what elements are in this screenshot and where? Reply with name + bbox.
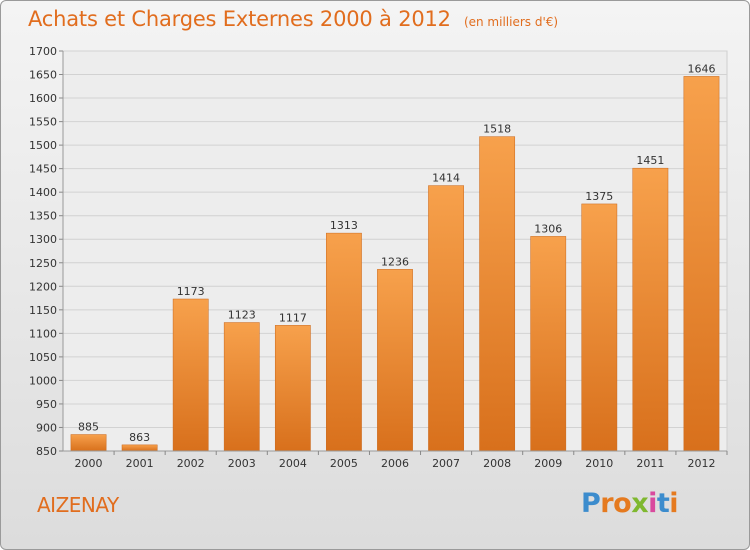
- logo-letter: t: [656, 488, 670, 519]
- bar-value-label: 1414: [432, 172, 460, 185]
- bar-value-label: 863: [129, 431, 150, 444]
- x-tick-label: 2008: [483, 457, 511, 470]
- x-tick-label: 2003: [228, 457, 256, 470]
- bar-value-label: 1173: [177, 285, 205, 298]
- y-tick-label: 850: [36, 445, 57, 458]
- bar-value-label: 1518: [483, 123, 511, 136]
- x-tick-label: 2006: [381, 457, 409, 470]
- x-axis: 2000 2001 2002 2003 2004 2005 2006 2007 2008 2009…: [63, 450, 728, 470]
- bar-value-label: 1123: [228, 309, 256, 322]
- x-tick-label: 2005: [330, 457, 358, 470]
- y-tick-label: 1450: [29, 163, 57, 176]
- y-tick-label: 1000: [29, 374, 57, 387]
- bar: [326, 232, 362, 452]
- bar: [581, 203, 618, 452]
- y-tick-label: 1600: [29, 92, 57, 105]
- x-tick-label: 2002: [177, 457, 205, 470]
- y-tick-label: 1650: [29, 69, 57, 82]
- x-tick-label: 2011: [636, 457, 664, 470]
- x-tick-label: 2001: [126, 457, 154, 470]
- y-tick-label: 1200: [29, 280, 57, 293]
- x-tick-label: 2007: [432, 457, 460, 470]
- y-tick-label: 1300: [29, 233, 57, 246]
- logo-letter: o: [613, 488, 632, 519]
- bar: [121, 444, 158, 452]
- bar: [428, 185, 464, 452]
- bar: [479, 136, 516, 452]
- logo-letter: r: [600, 488, 614, 519]
- y-tick-label: 1400: [29, 186, 57, 199]
- x-tick-label: 2004: [279, 457, 307, 470]
- x-tick-label: 2000: [75, 457, 103, 470]
- place-name: AIZENAY: [37, 493, 119, 517]
- bar: [172, 298, 209, 452]
- logo-letter: i: [648, 488, 657, 519]
- bar: [632, 167, 669, 452]
- y-tick-label: 1150: [29, 304, 57, 317]
- bars: 885 863 1173 1123 1117 1313 1236 1414 1518 1306 13…: [70, 62, 720, 452]
- bar-value-label: 1646: [687, 62, 715, 75]
- y-tick-label: 1350: [29, 210, 57, 223]
- bar: [683, 76, 720, 452]
- bar: [530, 236, 567, 452]
- logo-letter: i: [669, 488, 679, 519]
- x-tick-label: 2009: [534, 457, 562, 470]
- bar: [377, 269, 413, 452]
- logo-letter: x: [631, 488, 649, 519]
- y-tick-label: 1500: [29, 139, 57, 152]
- bar: [274, 325, 311, 452]
- y-tick-label: 950: [36, 398, 57, 411]
- y-tick-label: 1050: [29, 351, 57, 364]
- bar-value-label: 1117: [279, 311, 307, 324]
- y-tick-label: 1100: [29, 327, 57, 340]
- bar: [223, 322, 260, 452]
- chart-title-block: Achats et Charges Externes 2000 à 2012 (…: [28, 7, 558, 31]
- bar: [70, 434, 107, 452]
- proxiti-logo: Proxiti: [581, 488, 679, 519]
- y-tick-label: 1700: [29, 45, 57, 58]
- bar-value-label: 885: [78, 421, 99, 434]
- x-tick-label: 2010: [585, 457, 613, 470]
- y-tick-label: 1250: [29, 257, 57, 270]
- chart-title: Achats et Charges Externes 2000 à 2012: [28, 7, 451, 31]
- y-tick-label: 900: [36, 421, 57, 434]
- logo-letter: P: [581, 488, 601, 519]
- bar-value-label: 1375: [585, 190, 613, 203]
- bar-value-label: 1236: [381, 255, 409, 268]
- bar-value-label: 1306: [534, 222, 562, 235]
- bar-value-label: 1451: [636, 154, 664, 167]
- x-tick-label: 2012: [687, 457, 715, 470]
- y-tick-label: 1550: [29, 116, 57, 129]
- chart-unit: (en milliers d'€): [463, 15, 559, 29]
- bar-value-label: 1313: [330, 219, 358, 232]
- y-axis: 850 900 950 1000 1050 1100 1150 1200 1250 1300 135…: [29, 45, 64, 458]
